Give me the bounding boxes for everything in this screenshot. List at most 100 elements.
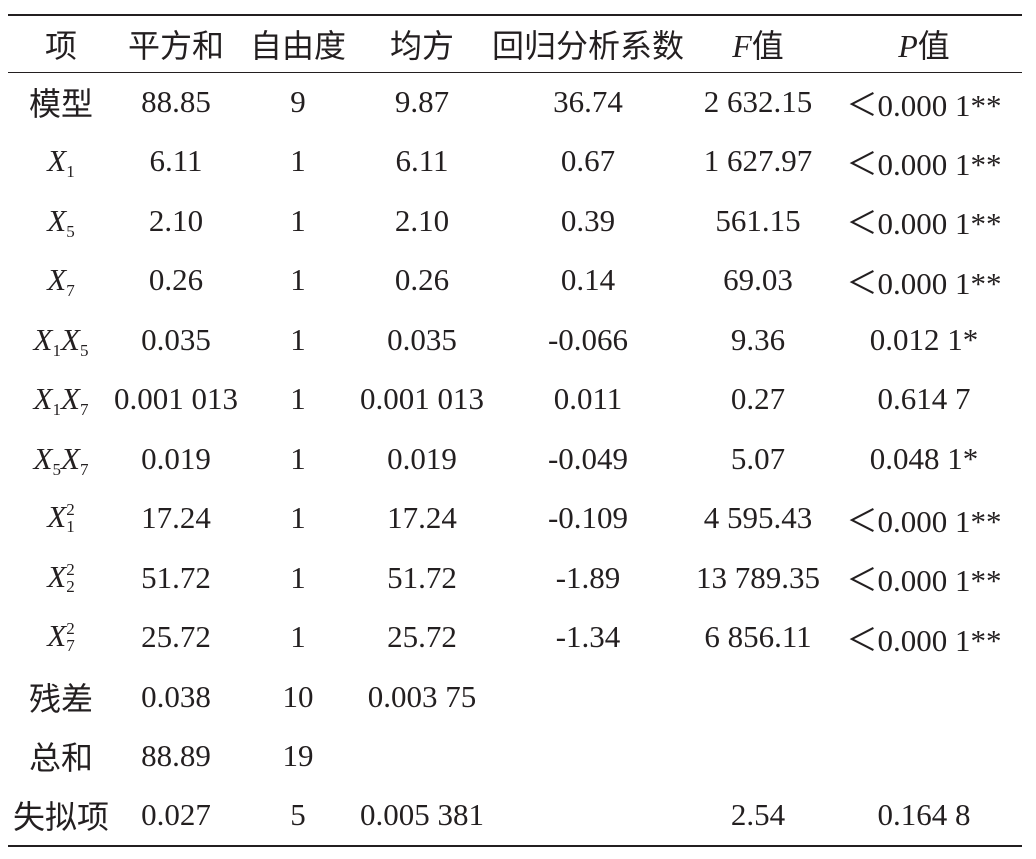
cell-p: ＜0.000 1** xyxy=(846,87,1002,123)
cell-p: 0.012 1* xyxy=(869,321,979,357)
var-superscript: 2 xyxy=(66,500,75,520)
cell-f xyxy=(690,667,826,727)
var-subscript: 7 xyxy=(66,281,75,301)
cell-coef: -0.066 xyxy=(547,321,629,357)
row-label: X7 xyxy=(8,251,114,311)
cell-p: 0.614 7 xyxy=(877,381,971,417)
cell-ss: 0.027 xyxy=(114,786,238,847)
cell-f: 2 632.15 xyxy=(703,84,813,119)
header-mean-square: 均方 xyxy=(358,14,486,73)
header-f-suffix: 值 xyxy=(751,27,784,64)
cell-f: 6 856.11 xyxy=(704,619,812,655)
cell-ss: 2.10 xyxy=(148,202,204,238)
var-subscript: 1 xyxy=(66,517,75,537)
anova-table-container: 项 平方和 自由度 均方 回归分析系数 F值 P值 模型 88.85 9 9.8… xyxy=(8,14,1022,847)
cell-ms: 9.87 xyxy=(394,84,450,119)
cell-df: 1 xyxy=(290,559,306,595)
cell-ss: 6.11 xyxy=(149,143,203,179)
cell-ss: 25.72 xyxy=(141,619,211,655)
cell-ss: 88.85 xyxy=(141,84,211,119)
var-subscript-second: 7 xyxy=(79,459,89,479)
cell-p: ＜0.000 1** xyxy=(846,503,1002,539)
header-f-var: F xyxy=(732,27,752,64)
cell-ss: 51.72 xyxy=(141,559,211,595)
var-subscript: 7 xyxy=(66,636,75,656)
cell-ms: 17.24 xyxy=(387,500,457,536)
cell-coef: -1.34 xyxy=(555,619,621,655)
table-row: X5X7 0.019 1 0.019 -0.049 5.07 0.048 1* xyxy=(8,429,1022,489)
cell-ms xyxy=(358,727,486,787)
cell-df: 5 xyxy=(238,786,358,847)
cell-ss: 0.038 xyxy=(141,678,211,714)
header-p-var: P xyxy=(898,27,918,64)
cell-p: ＜0.000 1** xyxy=(846,265,1002,301)
cell-f: 0.27 xyxy=(730,381,786,417)
table-row: 总和 88.89 19 xyxy=(8,727,1022,787)
header-f-value: F值 xyxy=(690,14,826,73)
cell-df: 1 xyxy=(290,440,306,476)
cell-f: 5.07 xyxy=(730,440,786,476)
var-subscript-second: 7 xyxy=(79,400,89,420)
var-x: X xyxy=(33,381,53,417)
row-label: X1 xyxy=(8,132,114,192)
cell-p: 0.048 1* xyxy=(869,440,979,476)
var-x: X xyxy=(47,558,67,594)
cell-p xyxy=(826,727,1022,787)
cell-f: 561.15 xyxy=(715,202,801,238)
cell-f: 13 789.35 xyxy=(696,559,820,595)
cell-f: 2.54 xyxy=(690,786,826,847)
cell-coef xyxy=(486,727,690,787)
header-item: 项 xyxy=(8,14,114,73)
table-row: 模型 88.85 9 9.87 36.74 2 632.15 ＜0.000 1*… xyxy=(8,72,1022,132)
row-label: X1X7 xyxy=(8,370,114,430)
cell-coef: 0.14 xyxy=(560,262,616,298)
table-row: X5 2.10 1 2.10 0.39 561.15 ＜0.000 1** xyxy=(8,191,1022,251)
cell-df: 1 xyxy=(290,619,306,655)
cell-p xyxy=(826,667,1022,727)
row-label: X1X5 xyxy=(8,310,114,370)
row-label: 模型 xyxy=(28,86,93,122)
cell-df: 1 xyxy=(290,202,306,238)
cell-ms: 51.72 xyxy=(387,559,457,595)
var-x: X xyxy=(33,321,53,357)
cell-p: ＜0.000 1** xyxy=(846,563,1002,599)
cell-ms: 0.035 xyxy=(387,321,457,357)
header-row: 项 平方和 自由度 均方 回归分析系数 F值 P值 xyxy=(8,14,1022,73)
cell-coef: 36.74 xyxy=(553,84,623,119)
var-x: X xyxy=(47,202,67,238)
cell-p: 0.164 8 xyxy=(826,786,1022,847)
var-subscript: 1 xyxy=(66,162,75,182)
var-x: X xyxy=(33,440,53,476)
var-subscript: 5 xyxy=(66,221,75,241)
cell-coef xyxy=(486,667,690,727)
cell-f: 9.36 xyxy=(730,321,786,357)
table-row: X1 6.11 1 6.11 0.67 1 627.97 ＜0.000 1** xyxy=(8,132,1022,192)
cell-df: 19 xyxy=(282,738,314,774)
header-sum-of-squares: 平方和 xyxy=(114,14,238,73)
var-x-second: X xyxy=(61,321,80,357)
anova-table: 项 平方和 自由度 均方 回归分析系数 F值 P值 模型 88.85 9 9.8… xyxy=(8,14,1022,847)
var-x: X xyxy=(47,618,67,654)
var-x: X xyxy=(47,143,67,179)
header-df: 自由度 xyxy=(238,14,358,73)
cell-ms: 0.005 381 xyxy=(358,786,486,847)
cell-ms: 6.11 xyxy=(395,143,449,179)
cell-p: ＜0.000 1** xyxy=(846,146,1002,182)
cell-coef: -1.89 xyxy=(555,559,621,595)
cell-df: 1 xyxy=(290,381,306,417)
cell-ss: 0.001 013 xyxy=(114,381,238,417)
var-subscript: 1 xyxy=(52,400,61,420)
table-row: X7 0.26 1 0.26 0.14 69.03 ＜0.000 1** xyxy=(8,251,1022,311)
var-subscript: 2 xyxy=(66,576,75,596)
var-x-second: X xyxy=(61,440,80,476)
var-superscript: 2 xyxy=(66,559,75,579)
cell-coef: -0.049 xyxy=(547,440,629,476)
